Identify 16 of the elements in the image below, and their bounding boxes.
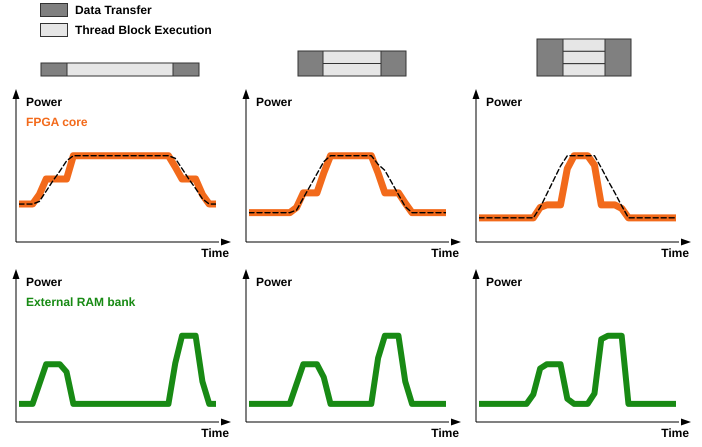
x-axis-title: Time (661, 246, 689, 260)
y-axis-title: Power (486, 95, 522, 109)
text: Data Transfer (75, 3, 152, 17)
text: External RAM bank (26, 295, 136, 309)
y-axis-title: Power (256, 275, 292, 289)
x-axis-title: Time (201, 246, 229, 260)
text: FPGA core (26, 115, 88, 129)
y-axis-title: Power (486, 275, 522, 289)
x-axis-title: Time (431, 426, 459, 440)
y-axis-title: Power (26, 275, 64, 289)
x-axis-title: Time (661, 426, 689, 440)
y-axis-title: Power (256, 95, 292, 109)
y-axis-title: Power (26, 95, 64, 109)
x-axis-title: Time (431, 246, 459, 260)
text: Thread Block Execution (75, 23, 212, 37)
x-axis-title: Time (201, 426, 229, 440)
